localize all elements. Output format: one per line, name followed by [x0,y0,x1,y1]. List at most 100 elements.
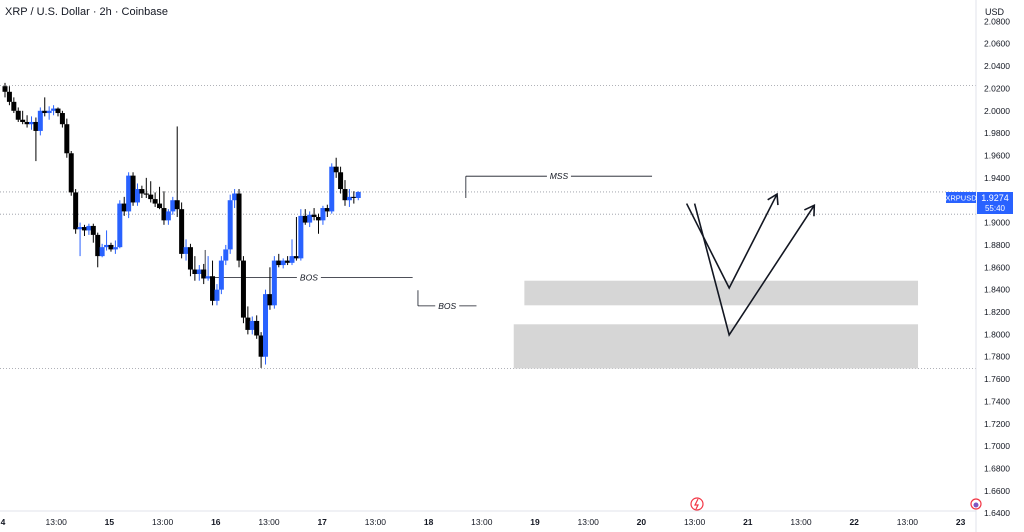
candle-body [11,101,17,111]
price-tick-label: 1.8000 [984,329,1010,339]
candle-body [276,260,282,266]
time-tick-label: 16 [211,517,221,527]
candle-body [316,216,322,221]
price-tick-label: 1.7400 [984,396,1010,406]
candle-body [192,269,198,275]
candles [2,82,361,368]
candle-body [263,294,269,357]
candle-body [218,260,224,290]
price-tick-label: 1.7000 [984,441,1010,451]
candle-body [227,200,233,250]
candle-body [90,225,96,235]
candle-body [174,200,180,210]
price-tick-label: 1.6800 [984,464,1010,474]
candle-body [342,189,348,201]
demand-zone [513,324,919,369]
candle-body [183,247,189,254]
lightning-icon[interactable] [690,497,704,511]
candle-body [298,215,304,259]
projection-arrows [685,192,816,337]
price-tick-label: 1.7600 [984,374,1010,384]
candle-body [64,124,70,154]
tag-countdown: 55:40 [985,204,1006,213]
time-tick-label: 4 [1,517,6,527]
time-tick-label: 13:00 [684,517,706,527]
time-tick-label: 15 [105,517,115,527]
candle-body [28,121,34,125]
projection-arrowhead [767,192,779,206]
candle-body [68,153,74,193]
candle-body [210,276,216,301]
time-tick-label: 13:00 [578,517,600,527]
candle-body [46,110,52,114]
candle-body [15,110,21,120]
candle-body [117,203,123,248]
candle-body [271,260,277,306]
candle-body [161,208,167,221]
candle-body [42,110,48,114]
price-tick-label: 1.7200 [984,419,1010,429]
candle-body [148,194,154,200]
time-tick-label: 22 [849,517,859,527]
candle-body [293,256,299,259]
candle-body [81,227,87,231]
projection-arrowhead [804,203,816,217]
candle-body [258,335,264,357]
candle-body [214,289,220,301]
candle-body [338,172,344,190]
time-tick-label: 18 [424,517,434,527]
candle-body [320,208,326,221]
time-tick-label: 21 [743,517,753,527]
candle-body [245,317,251,330]
time-axis[interactable]: 4 13:00 15 13:00 16 13:00 17 13:00 18 13:00 19 13:0… [0,510,976,527]
candle-body [112,247,118,250]
candle-body [59,113,65,125]
candle-body [324,208,330,212]
price-tick-label: 1.9600 [984,151,1010,161]
time-tick-label: 13:00 [471,517,493,527]
time-tick-label: 13:00 [46,517,68,527]
time-tick-label: 13:00 [258,517,280,527]
candle-body [134,189,140,203]
price-tick-label: 1.8200 [984,307,1010,317]
candle-body [289,256,295,263]
lightning-icon-glyph [694,498,699,510]
candle-body [285,260,291,263]
candle-body [121,203,127,212]
calendar-icon-dot [973,502,979,508]
annotation-label: MSS [550,171,569,181]
candle-body [333,166,339,173]
candle-body [86,225,92,231]
price-tick-label: 1.9400 [984,173,1010,183]
price-tick-label: 1.8400 [984,285,1010,295]
candle-body [249,320,255,330]
candle-body [307,214,313,223]
candle-body [355,191,361,198]
price-tick-label: 1.8800 [984,240,1010,250]
annotation-label: BOS [438,301,456,311]
candle-body [165,211,171,221]
candle-body [280,260,286,266]
candle-body [351,196,357,198]
tag-symbol: XRPUSD [945,194,977,203]
candle-body [33,121,39,131]
time-tick-label: 23 [956,517,966,527]
candle-body [2,86,8,92]
price-axis[interactable]: 2.0800 2.0600 2.0400 2.0200 2.0000 1.9800 1.96… [975,0,1010,532]
chart-icons[interactable] [690,497,982,511]
demand-zones [513,280,919,369]
currency-label[interactable]: USD [985,7,1005,17]
candle-body [95,234,101,257]
annotation-label: BOS [300,272,318,282]
price-tick-label: 1.7800 [984,352,1010,362]
candle-body [152,199,158,204]
candle-body [51,108,57,111]
candle-body [126,175,132,212]
candle-body [236,193,242,261]
time-tick-label: 17 [317,517,327,527]
candle-body [302,215,308,223]
candle-body [108,244,114,250]
candle-body [346,196,352,201]
candle-body [37,110,43,131]
